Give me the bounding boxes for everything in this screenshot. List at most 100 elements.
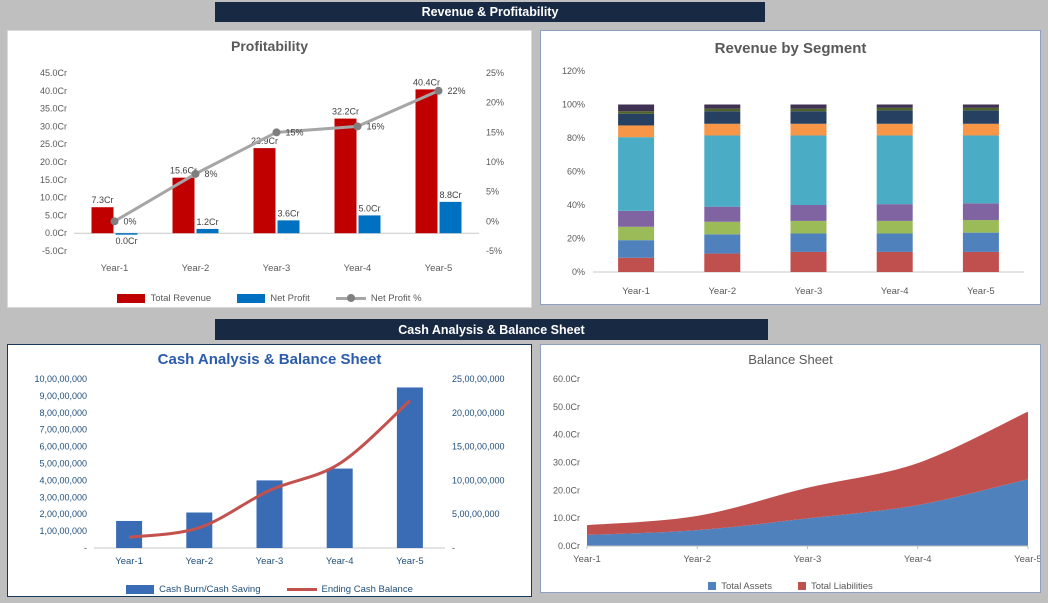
svg-text:0%: 0% [486, 216, 499, 226]
svg-text:6,00,00,000: 6,00,00,000 [39, 442, 87, 452]
svg-text:8.8Cr: 8.8Cr [439, 190, 461, 200]
svg-text:Year-2: Year-2 [185, 556, 213, 567]
svg-text:60.0Cr: 60.0Cr [553, 374, 580, 384]
balance-sheet-legend: Total Assets Total Liabilities [541, 575, 1040, 597]
svg-text:80%: 80% [567, 133, 585, 143]
section-header-cash-analysis: Cash Analysis & Balance Sheet [215, 319, 768, 340]
legend-item-net-profit-pct: Net Profit % [335, 292, 422, 304]
svg-text:-: - [84, 543, 87, 553]
svg-text:20.0Cr: 20.0Cr [553, 485, 580, 495]
svg-text:Year-1: Year-1 [101, 263, 129, 274]
svg-text:0%: 0% [124, 216, 137, 226]
svg-text:Year-4: Year-4 [326, 556, 354, 567]
profitability-chart: 45.0Cr 40.0Cr 35.0Cr 30.0Cr 25.0Cr 20.0Cr 15.0… [40, 68, 504, 274]
legend-item-net-profit: Net Profit [237, 293, 310, 304]
svg-text:Year-3: Year-3 [263, 263, 291, 274]
svg-text:Year-5: Year-5 [396, 556, 424, 567]
svg-text:15%: 15% [486, 127, 504, 137]
svg-text:0.0Cr: 0.0Cr [115, 236, 137, 246]
svg-text:Year-4: Year-4 [881, 286, 909, 297]
svg-text:3,00,00,000: 3,00,00,000 [39, 492, 87, 502]
svg-text:23.9Cr: 23.9Cr [251, 136, 278, 146]
svg-text:-: - [452, 543, 455, 553]
svg-text:10%: 10% [486, 157, 504, 167]
svg-text:8,00,00,000: 8,00,00,000 [39, 408, 87, 418]
svg-text:4,00,00,000: 4,00,00,000 [39, 475, 87, 485]
svg-text:35.0Cr: 35.0Cr [40, 104, 67, 114]
total-liabilities-swatch [797, 582, 806, 590]
cash-analysis-chart: 10,00,00,000 9,00,00,000 8,00,00,000 7,00,0… [34, 374, 505, 567]
svg-text:120%: 120% [562, 66, 585, 76]
legend-item-total-assets: Total Assets [708, 581, 772, 592]
svg-text:20,00,00,000: 20,00,00,000 [452, 408, 505, 418]
svg-text:0.0Cr: 0.0Cr [45, 228, 67, 238]
chart-title: Balance Sheet [748, 352, 833, 367]
svg-text:Year-4: Year-4 [344, 263, 372, 274]
legend-label: Cash Burn/Cash Saving [159, 583, 261, 595]
svg-text:Year-1: Year-1 [622, 286, 650, 297]
svg-text:20.0Cr: 20.0Cr [40, 157, 67, 167]
svg-text:15%: 15% [286, 127, 304, 137]
legend-item-total-liabilities: Total Liabilities [797, 580, 873, 592]
svg-text:-5%: -5% [486, 246, 502, 256]
svg-text:25%: 25% [486, 68, 504, 78]
svg-text:5.0Cr: 5.0Cr [45, 210, 67, 220]
svg-text:30.0Cr: 30.0Cr [40, 121, 67, 131]
svg-text:2,00,00,000: 2,00,00,000 [39, 509, 87, 519]
svg-text:Year-2: Year-2 [182, 263, 210, 274]
svg-text:7,00,00,000: 7,00,00,000 [39, 425, 87, 435]
legend-label: Total Liabilities [810, 580, 873, 592]
legend-label: Net Profit % [370, 292, 422, 304]
svg-text:10,00,00,000: 10,00,00,000 [452, 475, 505, 485]
legend-label: Net Profit [270, 292, 310, 304]
svg-text:25.0Cr: 25.0Cr [40, 139, 67, 149]
svg-text:40.4Cr: 40.4Cr [413, 77, 440, 87]
chart-title: Revenue by Segment [714, 40, 867, 57]
section-header-revenue-profitability: Revenue & Profitability [215, 2, 765, 22]
svg-text:40.0Cr: 40.0Cr [553, 430, 580, 440]
net-profit-swatch [237, 293, 266, 303]
svg-text:16%: 16% [367, 121, 385, 131]
profitability-chart-panel: Profitability 45.0Cr 40.0Cr 35.0Cr 30.0Cr 25… [7, 30, 532, 308]
svg-text:40%: 40% [567, 200, 585, 210]
svg-text:0%: 0% [572, 267, 585, 277]
profitability-legend: Total Revenue Net Profit Net Profit % [8, 284, 531, 312]
svg-text:Year-1: Year-1 [115, 556, 143, 567]
svg-text:5,00,00,000: 5,00,00,000 [39, 459, 87, 469]
svg-text:Year-3: Year-3 [795, 286, 823, 297]
svg-text:30.0Cr: 30.0Cr [553, 458, 580, 468]
legend-label: Total Revenue [150, 292, 212, 304]
total-assets-swatch [708, 582, 717, 590]
svg-text:1,00,00,000: 1,00,00,000 [39, 526, 87, 536]
svg-text:40.0Cr: 40.0Cr [40, 86, 67, 96]
legend-item-cash-burn: Cash Burn/Cash Saving [126, 583, 261, 595]
svg-text:Year-3: Year-3 [794, 554, 822, 565]
svg-text:15.0Cr: 15.0Cr [40, 175, 67, 185]
svg-text:7.3Cr: 7.3Cr [91, 195, 113, 205]
legend-label: Ending Cash Balance [321, 583, 413, 595]
svg-text:9,00,00,000: 9,00,00,000 [39, 391, 87, 401]
svg-text:15.6Cr: 15.6Cr [170, 166, 197, 176]
svg-text:10.0Cr: 10.0Cr [553, 513, 580, 523]
svg-text:Year-5: Year-5 [1014, 554, 1040, 565]
svg-text:50.0Cr: 50.0Cr [553, 402, 580, 412]
legend-label: Total Assets [721, 580, 772, 592]
cash-burn-swatch [126, 584, 155, 594]
svg-text:25,00,00,000: 25,00,00,000 [452, 374, 505, 384]
svg-text:Year-5: Year-5 [425, 263, 453, 274]
svg-text:100%: 100% [562, 100, 585, 110]
svg-text:Year-2: Year-2 [683, 554, 711, 565]
revenue-by-segment-panel: Revenue by Segment 120% 100% 80% 60% 40% 20% 0… [540, 30, 1041, 305]
net-profit-pct-swatch [335, 293, 366, 302]
svg-text:5,00,00,000: 5,00,00,000 [452, 509, 500, 519]
svg-text:10,00,00,000: 10,00,00,000 [34, 374, 87, 384]
svg-text:5%: 5% [486, 187, 499, 197]
legend-item-ending-cash: Ending Cash Balance [286, 583, 413, 595]
cash-analysis-legend: Cash Burn/Cash Saving Ending Cash Balanc… [8, 577, 531, 601]
svg-text:1.2Cr: 1.2Cr [196, 217, 218, 227]
svg-text:Year-2: Year-2 [708, 286, 736, 297]
ending-cash-swatch [286, 587, 317, 591]
section-header-label: Cash Analysis & Balance Sheet [398, 322, 585, 337]
legend-item-total-revenue: Total Revenue [117, 293, 211, 304]
